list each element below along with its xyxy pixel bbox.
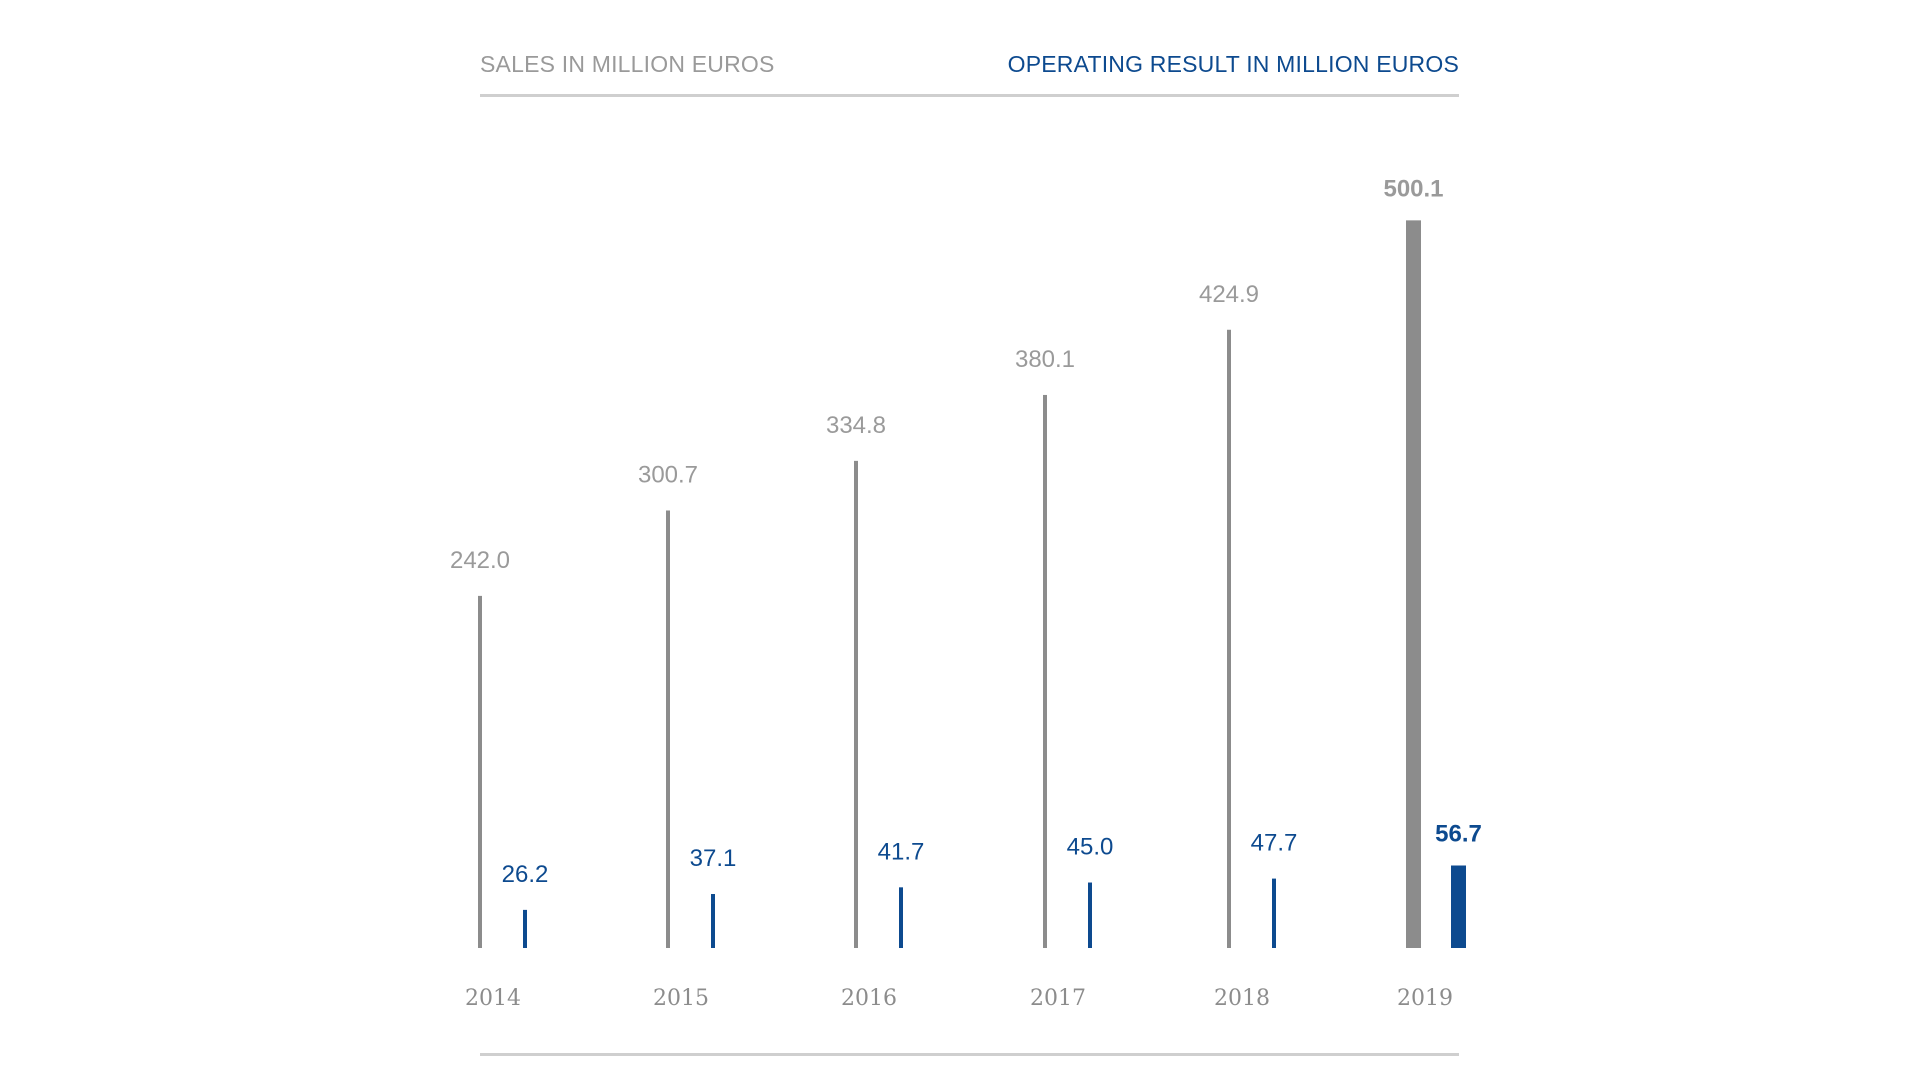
operating-result-legend-label: OPERATING RESULT IN MILLION EUROS [1008,51,1459,77]
result-bar-2018 [1272,878,1276,948]
top-divider [480,94,1459,97]
result-value-label-2015: 37.1 [690,845,737,872]
sales-value-label-2019: 500.1 [1383,175,1443,202]
year-label-2014: 2014 [465,986,521,1011]
result-bar-2019 [1451,865,1466,948]
sales-value-label-2016: 334.8 [826,412,886,439]
result-value-label-2018: 47.7 [1251,830,1298,857]
result-bar-2014 [523,909,527,948]
year-label-2017: 2017 [1030,986,1086,1011]
chart-marks: 242.0 26.2 2014 300.7 37.1 2015 334.8 41.7 2016 3… [450,175,1482,1011]
year-label-2018: 2018 [1214,986,1270,1011]
bottom-divider [480,1053,1459,1056]
year-label-2015: 2015 [653,986,709,1011]
sales-bar-2016 [854,460,858,948]
result-bar-2016 [899,887,903,948]
sales-value-label-2014: 242.0 [450,547,510,574]
sales-value-label-2018: 424.9 [1199,281,1259,308]
sales-bar-2014 [478,595,482,948]
result-value-label-2019: 56.7 [1435,821,1482,848]
result-bar-2017 [1088,882,1092,948]
year-label-2019: 2019 [1397,986,1453,1011]
sales-value-label-2015: 300.7 [638,461,698,488]
sales-value-label-2017: 380.1 [1015,346,1075,373]
year-label-2016: 2016 [841,986,897,1011]
result-bar-2015 [711,894,715,948]
result-value-label-2017: 45.0 [1067,834,1114,861]
sales-bar-2015 [666,510,670,948]
result-value-label-2016: 41.7 [878,838,925,865]
sales-legend-label: SALES IN MILLION EUROS [480,51,775,77]
result-value-label-2014: 26.2 [502,861,549,888]
sales-bar-2019 [1406,220,1421,949]
sales-bar-2017 [1043,394,1047,949]
sales-bar-2018 [1227,329,1231,948]
